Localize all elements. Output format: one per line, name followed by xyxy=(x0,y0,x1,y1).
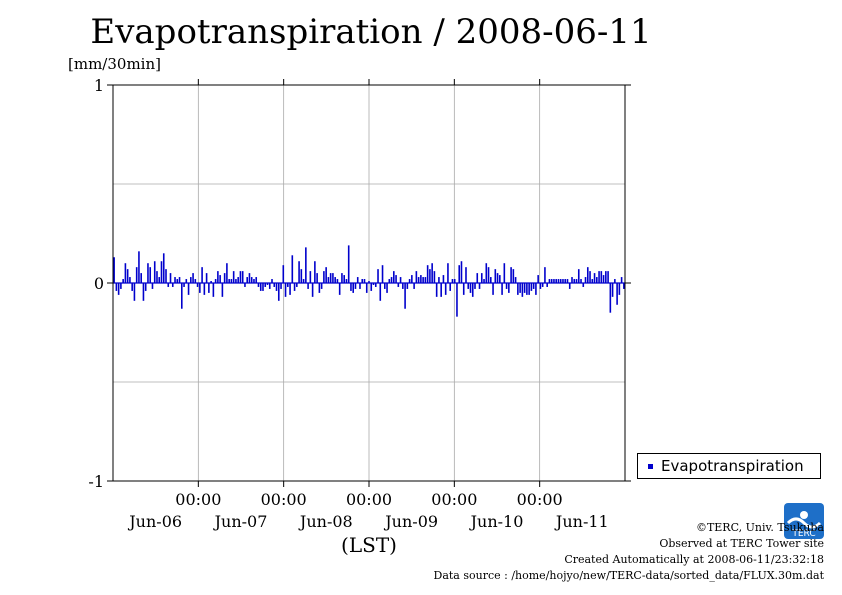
credit-source: Data source : /home/hojyo/new/TERC-data/… xyxy=(433,569,825,582)
x-tick-label-time: 00:00 xyxy=(175,490,221,509)
y-axis-unit: [mm/30min] xyxy=(68,55,161,73)
legend-label: Evapotranspiration xyxy=(661,457,804,475)
x-tick-label-date: Jun-10 xyxy=(469,512,524,531)
credits-block: ©TERC, Univ. Tsukuba Observed at TERC To… xyxy=(434,520,825,584)
axis-ticks xyxy=(107,79,631,487)
y-tick-label: 0 xyxy=(94,274,104,293)
x-tick-label-date: Jun-11 xyxy=(554,512,609,531)
axis-tick-labels: 1 0 -1 00:00 00:00 00:00 00:00 00:00 Jun-06 Jun-0… xyxy=(88,76,608,531)
terc-logo-icon: TERC xyxy=(784,503,824,539)
x-tick-label-date: Jun-06 xyxy=(127,512,182,531)
x-tick-label-date: Jun-09 xyxy=(383,512,438,531)
x-tick-label-time: 00:00 xyxy=(346,490,392,509)
x-axis-label: (LST) xyxy=(341,533,397,557)
credit-site: Observed at TERC Tower site xyxy=(659,537,824,550)
credit-copyright: ©TERC, Univ. Tsukuba xyxy=(695,521,824,534)
y-tick-label: 1 xyxy=(94,76,104,95)
credit-created: Created Automatically at 2008-06-11/23:3… xyxy=(564,553,824,566)
legend-swatch xyxy=(648,463,653,469)
legend: Evapotranspiration xyxy=(637,453,821,479)
x-tick-label-time: 00:00 xyxy=(431,490,477,509)
x-tick-label-time: 00:00 xyxy=(517,490,563,509)
bar-series-evapotranspiration xyxy=(113,245,625,317)
svg-text:TERC: TERC xyxy=(791,529,815,539)
x-tick-label-date: Jun-07 xyxy=(213,512,268,531)
chart-title: Evapotranspiration / 2008-06-11 xyxy=(90,12,652,52)
x-tick-label-time: 00:00 xyxy=(261,490,307,509)
x-tick-label-date: Jun-08 xyxy=(298,512,353,531)
y-tick-label: -1 xyxy=(88,472,104,491)
